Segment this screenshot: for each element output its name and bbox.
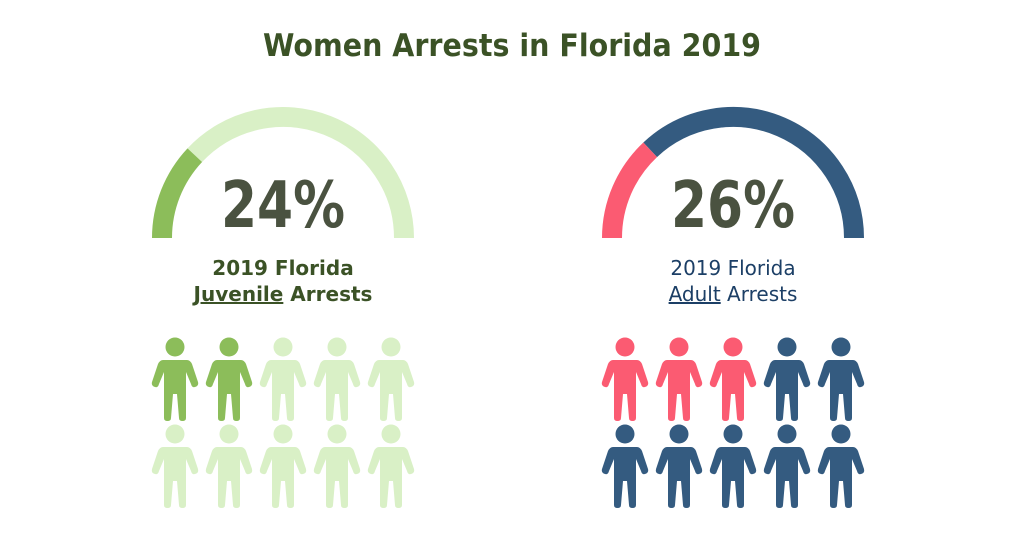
person-body <box>205 360 253 421</box>
person-body <box>763 447 811 508</box>
person-head <box>723 424 743 444</box>
person-body <box>367 360 415 421</box>
person-head <box>831 337 851 357</box>
juvenile-label-underlined: Juvenile <box>192 282 284 306</box>
person-head <box>165 424 185 444</box>
juvenile-label-line1: 2019 Florida <box>212 256 353 280</box>
adult-gauge-track <box>643 107 864 239</box>
person-icon-highlighted <box>151 337 199 421</box>
person-icon <box>313 424 361 508</box>
person-icon <box>151 424 199 508</box>
person-icon <box>817 337 865 421</box>
adult-label-underlined: Adult <box>669 282 721 306</box>
person-body <box>655 447 703 508</box>
juvenile-label-rest: Arrests <box>283 282 372 306</box>
person-icon <box>367 424 415 508</box>
person-body <box>151 447 199 508</box>
person-head <box>831 424 851 444</box>
person-body <box>655 360 703 421</box>
person-icon <box>817 424 865 508</box>
adult-gauge-fill <box>602 142 658 239</box>
person-head <box>669 337 689 357</box>
person-head <box>777 424 797 444</box>
person-body <box>151 360 199 421</box>
juvenile-gauge-fill <box>152 148 203 239</box>
adult-panel: 26% 2019 Florida Adult Arrests <box>601 107 865 508</box>
person-icon <box>709 424 757 508</box>
person-head <box>273 424 293 444</box>
person-icon-highlighted <box>601 337 649 421</box>
person-head <box>165 337 185 357</box>
person-body <box>259 360 307 421</box>
person-head <box>381 424 401 444</box>
person-icon <box>763 337 811 421</box>
person-body <box>709 360 757 421</box>
person-body <box>313 360 361 421</box>
person-body <box>817 447 865 508</box>
juvenile-label-line2: Juvenile Arrests <box>192 282 373 306</box>
person-icon-highlighted <box>655 337 703 421</box>
juvenile-pictogram <box>151 337 415 508</box>
person-head <box>219 424 239 444</box>
person-body <box>709 447 757 508</box>
person-body <box>205 447 253 508</box>
adult-label-line2: Adult Arrests <box>669 282 798 306</box>
person-icon <box>655 424 703 508</box>
person-head <box>273 337 293 357</box>
juvenile-gauge-track <box>187 107 414 239</box>
person-icon-highlighted <box>205 337 253 421</box>
person-body <box>601 360 649 421</box>
person-head <box>615 424 635 444</box>
adult-label-line1: 2019 Florida <box>670 256 795 280</box>
person-icon <box>259 337 307 421</box>
person-head <box>219 337 239 357</box>
person-head <box>669 424 689 444</box>
person-icon-highlighted <box>709 337 757 421</box>
person-icon <box>259 424 307 508</box>
person-head <box>327 337 347 357</box>
person-icon <box>763 424 811 508</box>
person-icon <box>313 337 361 421</box>
chart-title: Women Arrests in Florida 2019 <box>262 28 762 64</box>
person-body <box>313 447 361 508</box>
person-body <box>817 360 865 421</box>
adult-percent-label: 26% <box>671 169 795 243</box>
person-body <box>367 447 415 508</box>
juvenile-panel: 24% 2019 Florida Juvenile Arrests <box>151 107 415 508</box>
person-head <box>615 337 635 357</box>
person-body <box>601 447 649 508</box>
person-body <box>763 360 811 421</box>
person-icon <box>205 424 253 508</box>
person-head <box>381 337 401 357</box>
adult-pictogram <box>601 337 865 508</box>
juvenile-percent-label: 24% <box>221 169 345 243</box>
person-head <box>777 337 797 357</box>
person-icon <box>601 424 649 508</box>
person-head <box>723 337 743 357</box>
person-body <box>259 447 307 508</box>
person-head <box>327 424 347 444</box>
person-icon <box>367 337 415 421</box>
adult-label-rest: Arrests <box>721 282 798 306</box>
